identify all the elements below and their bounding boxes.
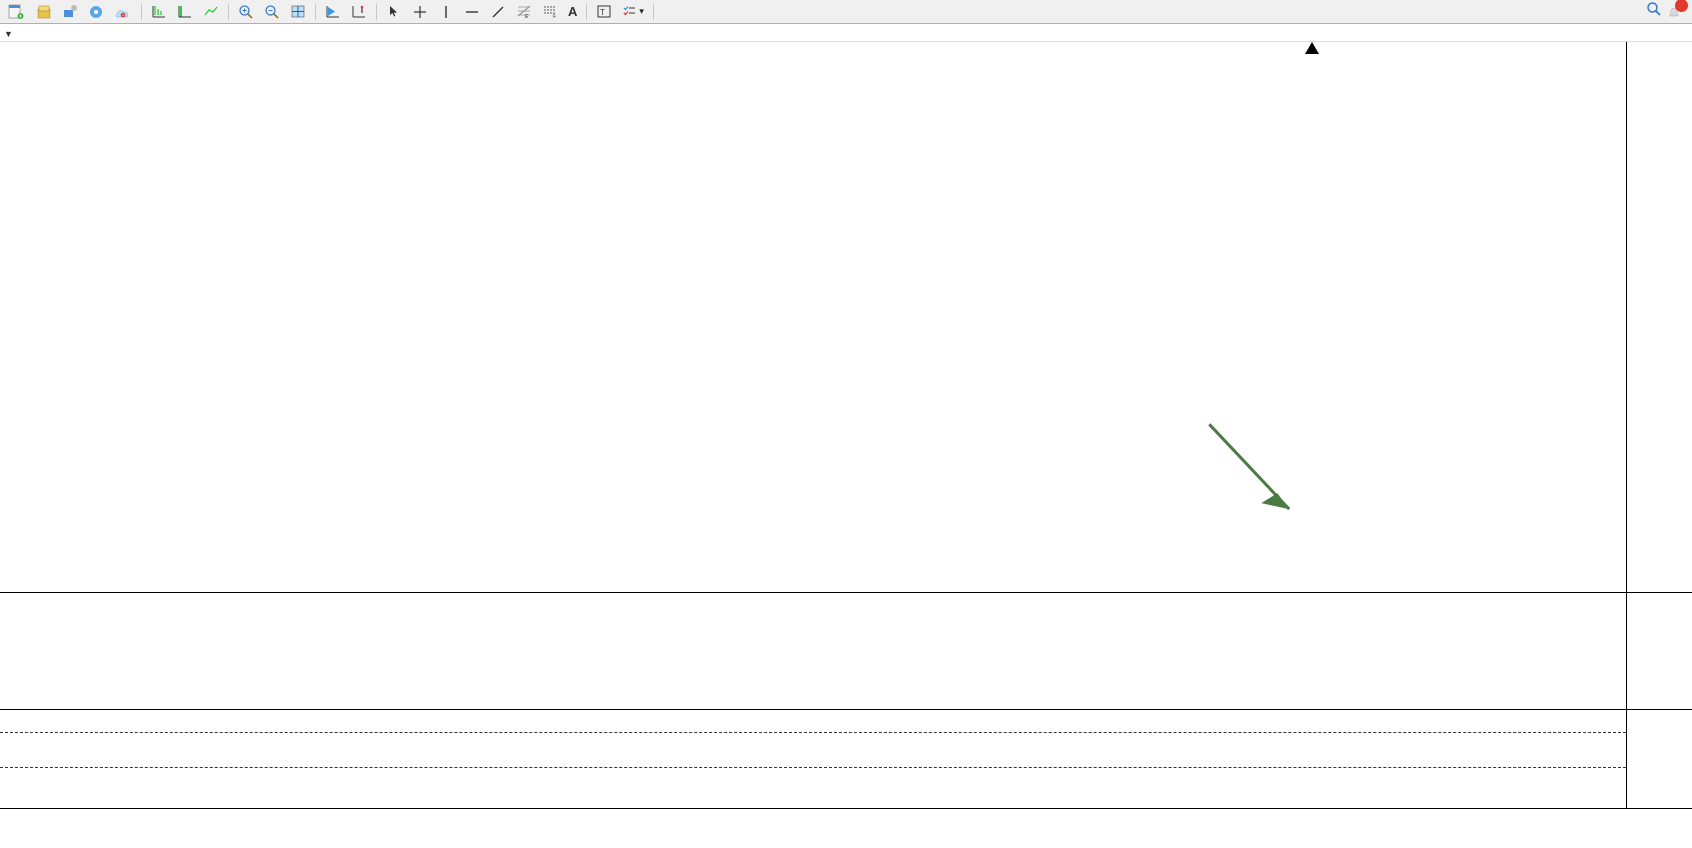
price-chart-panel[interactable] <box>0 42 1692 593</box>
text-tool-icon[interactable]: A <box>564 1 581 23</box>
indicator-icon-2[interactable] <box>173 1 197 23</box>
hline-icon[interactable] <box>460 1 484 23</box>
vline-icon[interactable] <box>434 1 458 23</box>
auto-trading-button[interactable] <box>110 1 136 23</box>
chart-container[interactable] <box>0 42 1692 828</box>
checklist-icon[interactable]: ▾ <box>618 1 648 23</box>
candlestick-area[interactable] <box>0 42 1626 592</box>
auto-trading-icon <box>114 4 130 20</box>
price-axis[interactable] <box>1626 42 1692 592</box>
grid-icon[interactable] <box>286 1 310 23</box>
search-icon[interactable] <box>1646 1 1662 22</box>
new-order-icon <box>8 4 24 20</box>
macd-axis[interactable] <box>1626 593 1692 709</box>
list-icon-1[interactable] <box>321 1 345 23</box>
notifications-icon[interactable] <box>1666 4 1682 20</box>
text-box-icon[interactable]: T <box>592 1 616 23</box>
symbol-dropdown-arrow[interactable]: ▼ <box>4 29 13 39</box>
date-axis[interactable] <box>0 808 1692 828</box>
tool-icon-2[interactable] <box>58 1 82 23</box>
macd-indicator-panel[interactable] <box>0 593 1692 710</box>
crosshair-icon[interactable] <box>408 1 432 23</box>
notification-count-badge <box>1675 0 1688 12</box>
zoom-in-button[interactable] <box>234 1 258 23</box>
rsi-indicator-panel[interactable] <box>0 710 1692 808</box>
rsi-axis[interactable] <box>1626 710 1692 808</box>
symbol-info-bar: ▼ <box>0 24 1692 42</box>
svg-text:F: F <box>553 14 556 20</box>
main-toolbar: E F A T ▾ <box>0 0 1692 24</box>
trendline-icon[interactable] <box>199 1 223 23</box>
list-icon-2[interactable] <box>347 1 371 23</box>
wifi-icon[interactable] <box>84 1 108 23</box>
cross-cursor-icon[interactable] <box>382 1 406 23</box>
zoom-out-button[interactable] <box>260 1 284 23</box>
rsi-value-line <box>0 710 1626 808</box>
svg-text:T: T <box>600 8 605 17</box>
fib-icon[interactable]: E <box>512 1 536 23</box>
indicator-icon-1[interactable] <box>147 1 171 23</box>
grid-dots-icon[interactable]: F <box>538 1 562 23</box>
tool-icon-1[interactable] <box>32 1 56 23</box>
new-order-button[interactable] <box>4 1 30 23</box>
diagonal-line-icon[interactable] <box>486 1 510 23</box>
macd-signal-line <box>0 593 1626 709</box>
mt4-trading-terminal: E F A T ▾ <box>0 0 1692 848</box>
